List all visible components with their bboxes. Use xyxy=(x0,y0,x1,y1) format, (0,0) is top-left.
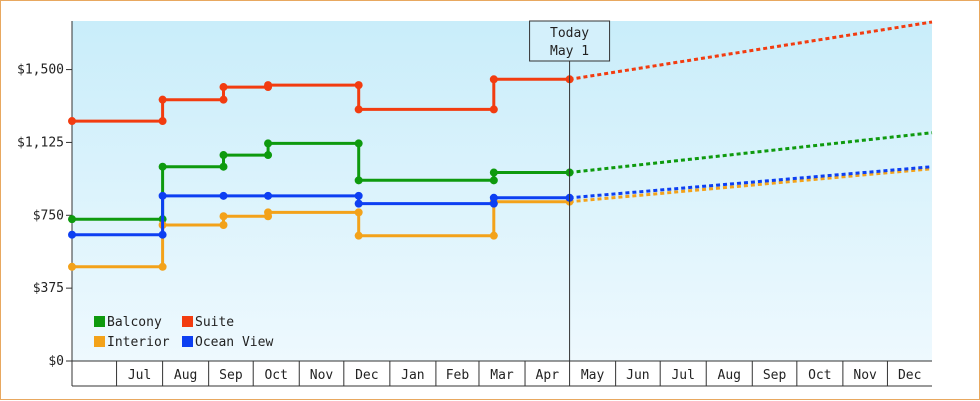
x-tick-label: Aug xyxy=(174,368,197,383)
plot-area xyxy=(72,21,932,361)
y-tick-label: $0 xyxy=(48,354,64,369)
legend-swatch xyxy=(182,316,193,327)
data-point-ocean-view xyxy=(158,191,167,200)
data-point-interior xyxy=(354,208,363,217)
data-point-interior xyxy=(219,221,228,229)
x-tick-label: Jul xyxy=(671,368,694,383)
forecast-line-suite xyxy=(569,20,933,81)
forecast-line-ocean-view xyxy=(569,165,933,200)
data-point-ocean-view xyxy=(489,193,498,202)
series xyxy=(68,20,933,271)
data-point-balcony xyxy=(489,168,498,177)
data-point-interior xyxy=(264,208,273,217)
x-tick-label: Apr xyxy=(536,368,560,383)
today-date: May 1 xyxy=(550,44,589,59)
data-point-ocean-view xyxy=(489,199,498,208)
data-point-suite xyxy=(219,95,228,104)
today-label: Today xyxy=(550,26,589,41)
data-point-ocean-view xyxy=(354,191,363,200)
y-tick-label: $1,125 xyxy=(17,135,64,150)
data-point-balcony xyxy=(264,151,273,160)
x-tick-label: Mar xyxy=(490,368,514,383)
data-point-balcony xyxy=(489,176,498,185)
x-tick-label: Sep xyxy=(763,368,787,383)
y-tick-label: $1,500 xyxy=(17,63,64,78)
x-tick-label: Oct xyxy=(808,368,831,383)
data-point-suite xyxy=(68,117,76,126)
data-point-suite xyxy=(158,117,167,126)
data-point-suite xyxy=(489,75,498,84)
forecast-line-interior xyxy=(569,167,933,204)
data-point-interior xyxy=(219,212,228,221)
data-point-interior xyxy=(68,262,76,271)
legend-label: Balcony xyxy=(107,315,162,330)
legend-label: Ocean View xyxy=(195,335,273,350)
x-tick-label: Nov xyxy=(310,368,334,383)
x-tick-label: Jul xyxy=(128,368,151,383)
legend-swatch xyxy=(182,336,193,347)
data-point-ocean-view xyxy=(68,230,76,239)
x-tick-label: Nov xyxy=(853,368,877,383)
data-point-interior xyxy=(489,231,498,240)
x-tick-label: Feb xyxy=(446,368,470,383)
data-point-suite xyxy=(354,105,363,114)
y-tick-label: $750 xyxy=(33,208,64,223)
x-tick-label: Dec xyxy=(898,368,921,383)
x-tick-label: Jan xyxy=(401,368,424,383)
data-point-suite xyxy=(489,105,498,114)
data-point-interior xyxy=(158,262,167,271)
legend-swatch xyxy=(94,336,105,347)
legend: Balcony Interior Suite Ocean View xyxy=(94,315,273,350)
data-point-ocean-view xyxy=(264,191,273,200)
data-point-ocean-view xyxy=(158,230,167,239)
data-point-balcony xyxy=(264,139,273,148)
data-point-suite xyxy=(219,83,228,92)
data-point-balcony xyxy=(158,162,167,171)
legend-swatch xyxy=(94,316,105,327)
x-tick-label: May xyxy=(581,368,605,383)
legend-label: Suite xyxy=(195,315,234,330)
x-tick-label: Jun xyxy=(626,368,649,383)
data-point-balcony xyxy=(219,162,228,171)
data-point-suite xyxy=(264,81,273,90)
x-tick-label: Aug xyxy=(718,368,741,383)
data-point-suite xyxy=(354,81,363,90)
x-tick-label: Sep xyxy=(219,368,243,383)
data-point-balcony xyxy=(219,151,228,160)
data-point-ocean-view xyxy=(354,199,363,208)
axes: $0 $375 $750 $1,125 $1,500 Jul Aug Sep Oct Nov Dec… xyxy=(17,21,932,387)
y-tick-label: $375 xyxy=(33,281,64,296)
data-point-suite xyxy=(158,95,167,104)
data-point-balcony xyxy=(68,215,76,224)
data-point-interior xyxy=(354,231,363,240)
data-point-ocean-view xyxy=(219,191,228,200)
today-box xyxy=(529,20,611,62)
today-marker: Today May 1 xyxy=(529,20,611,361)
legend-label: Interior xyxy=(107,335,170,350)
data-point-balcony xyxy=(354,176,363,185)
data-point-balcony xyxy=(354,139,363,148)
x-tick-label: Oct xyxy=(264,368,287,383)
x-tick-label: Dec xyxy=(355,368,378,383)
